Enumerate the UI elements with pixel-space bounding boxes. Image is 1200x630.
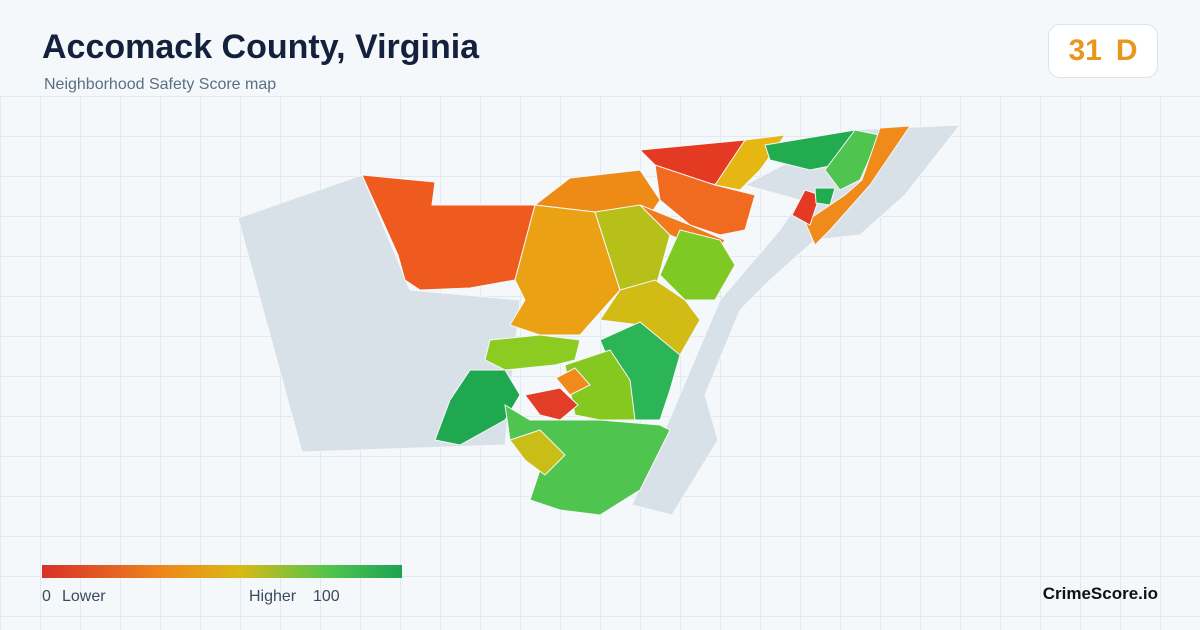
subtitle: Neighborhood Safety Score map [44, 76, 277, 93]
legend-max-label: Higher [249, 588, 297, 605]
title: Accomack County, Virginia [42, 28, 480, 66]
region [434, 369, 521, 446]
legend-min: 0 [42, 588, 51, 605]
region [824, 129, 881, 191]
score-value: 31 [1068, 34, 1102, 67]
brand: CrimeScore.io [1042, 584, 1158, 603]
region [659, 229, 736, 301]
region [654, 164, 756, 236]
region [484, 334, 581, 371]
region [599, 279, 701, 356]
region [361, 174, 536, 291]
score-badge: 31 D [1048, 24, 1158, 78]
legend-min-label: Lower [62, 588, 106, 605]
legend-max: 100 [313, 588, 340, 605]
region [814, 187, 836, 206]
region [564, 349, 636, 421]
region [555, 367, 591, 396]
legend-gradient [42, 565, 402, 578]
neighbor-land [631, 124, 962, 516]
region [524, 387, 579, 421]
score-grade: D [1115, 34, 1138, 67]
region [804, 125, 911, 246]
region [594, 204, 671, 291]
region [509, 429, 566, 476]
